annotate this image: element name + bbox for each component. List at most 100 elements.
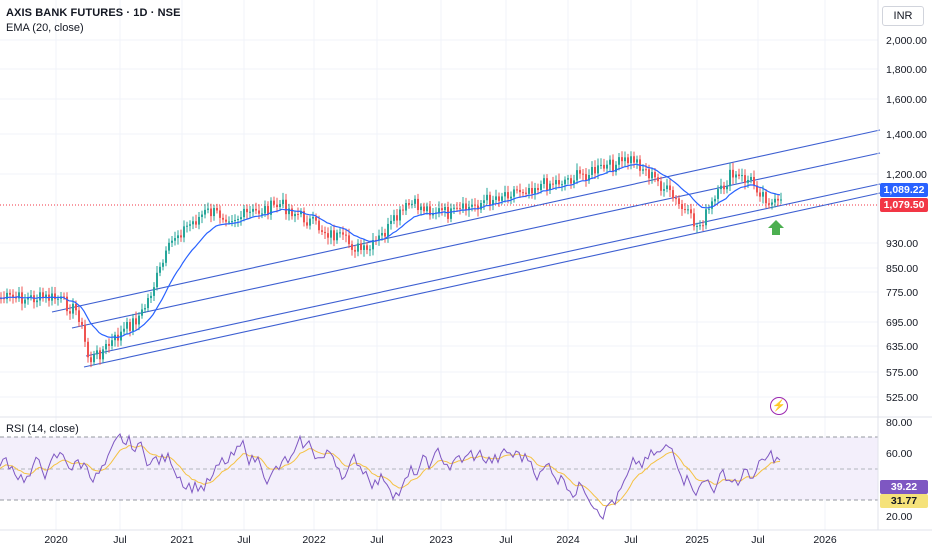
candle-body — [681, 203, 683, 210]
candle-body — [672, 190, 674, 199]
candle-body — [765, 192, 767, 204]
candle-body — [168, 242, 170, 251]
candle-body — [351, 244, 353, 250]
ema-indicator-label[interactable]: EMA (20, close) — [6, 22, 84, 34]
candle-body — [600, 164, 602, 166]
candle-body — [372, 239, 374, 250]
channel-line-3 — [85, 183, 881, 357]
candle-body — [225, 219, 227, 222]
time-tick-label: 2025 — [685, 534, 709, 546]
candle-body — [684, 209, 686, 211]
candle-body — [6, 292, 8, 300]
candle-body — [255, 208, 257, 211]
candle-body — [630, 156, 632, 164]
candle-body — [135, 318, 137, 325]
candle-body — [81, 321, 83, 325]
candle-body — [96, 350, 98, 355]
price-tick-label: 1,400.00 — [886, 129, 927, 141]
candle-body — [12, 294, 14, 298]
symbol-title[interactable]: AXIS BANK FUTURES · 1D · NSE — [6, 7, 181, 19]
trend-channel[interactable] — [51, 129, 881, 368]
candle-body — [111, 340, 113, 346]
candle-body — [411, 203, 413, 205]
candle-body — [729, 169, 731, 187]
candle-body — [72, 303, 74, 314]
candle-body — [249, 211, 251, 213]
candle-body — [627, 157, 629, 164]
candle-body — [270, 200, 272, 215]
candle-body — [363, 245, 365, 250]
candle-body — [756, 185, 758, 193]
candle-body — [477, 205, 479, 210]
price-tick-label: 1,600.00 — [886, 94, 927, 106]
candle-body — [288, 208, 290, 215]
candle-body — [99, 350, 101, 360]
candle-body — [708, 208, 710, 210]
candle-body — [396, 215, 398, 221]
candle-body — [561, 184, 563, 186]
candle-body — [714, 198, 716, 202]
candle-body — [429, 206, 431, 216]
candle-body — [18, 292, 20, 299]
time-tick-label: 2020 — [44, 534, 68, 546]
candle-body — [534, 187, 536, 194]
rsi-axis[interactable]: 80.00 60.00 20.00 — [886, 417, 912, 523]
currency-button[interactable]: INR — [882, 6, 924, 26]
candle-body — [588, 174, 590, 181]
candle-body — [336, 232, 338, 241]
candle-body — [645, 169, 647, 171]
candle-body — [462, 203, 464, 209]
ema-line — [0, 163, 781, 339]
price-axis[interactable]: 2,000.00 1,800.00 1,600.00 1,400.00 1,200.00… — [886, 35, 927, 404]
candle-body — [690, 209, 692, 214]
candle-body — [180, 235, 182, 238]
time-axis[interactable]: 2020 Jul 2021 Jul 2022 Jul 2023 Jul 2024 Jul 2025 J… — [44, 534, 837, 546]
candle-body — [648, 169, 650, 179]
candle-body — [540, 183, 542, 191]
candle-body — [348, 235, 350, 245]
candle-body — [153, 287, 155, 296]
last-price-tag: 1,079.50 — [880, 198, 928, 212]
candle-body — [501, 196, 503, 201]
price-tick-label: 775.00 — [886, 287, 918, 299]
candle-body — [633, 156, 635, 163]
candle-body — [33, 295, 35, 303]
candle-body — [543, 178, 545, 184]
candle-body — [693, 213, 695, 227]
candle-body — [570, 178, 572, 184]
price-tick-label: 525.00 — [886, 392, 918, 404]
candle-body — [666, 185, 668, 190]
candle-body — [93, 354, 95, 363]
candle-body — [564, 179, 566, 185]
candle-body — [123, 328, 125, 332]
candle-body — [489, 194, 491, 205]
candle-body — [132, 318, 134, 331]
candle-body — [39, 292, 41, 301]
rsi-tick-label: 20.00 — [886, 511, 912, 523]
rsi-indicator-label[interactable]: RSI (14, close) — [6, 423, 79, 435]
candle-body — [276, 204, 278, 207]
candle-body — [390, 220, 392, 224]
lightning-icon[interactable]: ⚡ — [770, 397, 788, 415]
time-tick-label: Jul — [237, 534, 250, 546]
candle-body — [207, 208, 209, 210]
candle-body — [183, 226, 185, 238]
candle-body — [9, 292, 11, 295]
candle-body — [228, 221, 230, 223]
candle-body — [609, 159, 611, 165]
candle-body — [252, 208, 254, 212]
candle-body — [438, 208, 440, 213]
candle-body — [498, 196, 500, 201]
candle-body — [204, 209, 206, 215]
up-arrow-icon — [768, 220, 784, 235]
time-tick-label: Jul — [370, 534, 383, 546]
price-tick-label: 695.00 — [886, 317, 918, 329]
candle-body — [519, 189, 521, 193]
candle-body — [381, 232, 383, 236]
candle-body — [330, 230, 332, 238]
candle-body — [762, 192, 764, 197]
candle-body — [195, 221, 197, 225]
candle-body — [318, 220, 320, 231]
candle-body — [105, 343, 107, 350]
